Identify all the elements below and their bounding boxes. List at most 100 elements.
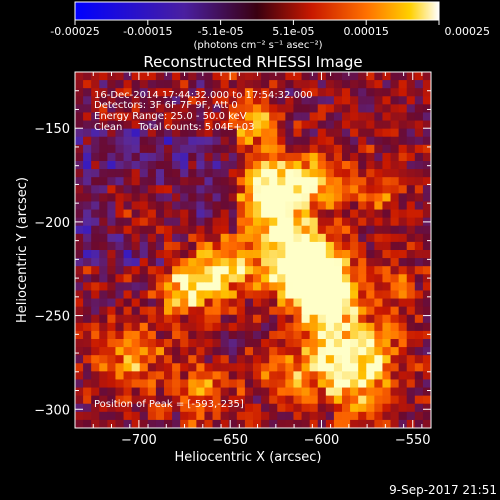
heatmap-cell (398, 241, 408, 251)
heatmap-cell (422, 403, 431, 413)
heatmap-cell (99, 339, 108, 348)
heatmap-cell (123, 306, 133, 316)
heatmap-cell (333, 225, 343, 235)
heatmap-cell (188, 298, 197, 308)
heatmap-cell (204, 355, 214, 364)
heatmap-cell (301, 258, 311, 267)
heatmap-cell (196, 152, 206, 162)
heatmap-cell (269, 363, 278, 372)
heatmap-cell (220, 314, 230, 324)
heatmap-cell (277, 395, 286, 405)
heatmap-cell (422, 152, 431, 162)
heatmap-cell (414, 306, 424, 316)
heatmap-cell (301, 104, 311, 114)
heatmap-cell (325, 306, 335, 316)
heatmap-cell (172, 250, 181, 259)
heatmap-cell (228, 298, 238, 308)
heatmap-cell (139, 177, 149, 186)
heatmap-cell (293, 355, 303, 364)
heatmap-cell (253, 403, 262, 413)
heatmap-cell (277, 371, 286, 381)
heatmap-cell (398, 314, 408, 324)
heatmap-cell (180, 177, 189, 186)
heatmap-cell (382, 225, 392, 235)
heatmap-cell (309, 225, 319, 235)
heatmap-cell (91, 419, 100, 428)
heatmap-cell (131, 347, 141, 356)
heatmap-cell (269, 161, 278, 170)
heatmap-cell (269, 282, 278, 292)
heatmap-cell (196, 298, 206, 308)
heatmap-cell (317, 225, 327, 235)
heatmap-cell (244, 161, 254, 170)
heatmap-cell (269, 241, 278, 251)
heatmap-cell (83, 112, 92, 122)
heatmap-cell (285, 411, 295, 421)
heatmap-cell (115, 161, 125, 170)
heatmap-cell (83, 144, 92, 154)
heatmap-cell (236, 371, 246, 381)
heatmap-cell (253, 80, 262, 89)
heatmap-cell (277, 128, 286, 138)
heatmap-cell (172, 120, 181, 130)
heatmap-cell (285, 363, 295, 372)
heatmap-cell (123, 225, 133, 235)
heatmap-cell (342, 233, 351, 243)
heatmap-cell (293, 96, 303, 105)
heatmap-cell (164, 209, 173, 219)
heatmap-cell (220, 339, 230, 348)
heatmap-cell (414, 225, 424, 235)
heatmap-cell (317, 322, 327, 332)
heatmap-cell (293, 306, 303, 316)
heatmap-cell (269, 217, 278, 227)
heatmap-cell (374, 419, 384, 428)
heatmap-cell (83, 233, 92, 243)
heatmap-cell (277, 322, 286, 332)
heatmap-cell (422, 193, 431, 203)
heatmap-cell (180, 403, 189, 413)
heatmap-cell (99, 185, 108, 194)
heatmap-cell (253, 419, 262, 428)
heatmap-cell (414, 387, 424, 397)
heatmap-cell (83, 395, 92, 405)
heatmap-cell (244, 88, 254, 97)
heatmap-cell (244, 201, 254, 211)
heatmap-cell (115, 290, 125, 300)
heatmap-cell (220, 209, 230, 219)
annotation-energy-range: Energy Range: 25.0 - 50.0 keV (94, 111, 247, 122)
heatmap-cell (350, 152, 359, 162)
heatmap-cell (406, 193, 416, 203)
heatmap-cell (244, 339, 254, 348)
heatmap-cell (212, 104, 222, 114)
heatmap-cell (285, 201, 295, 211)
heatmap-cell (350, 411, 359, 421)
heatmap-cell (228, 144, 238, 154)
heatmap-cell (123, 298, 133, 308)
heatmap-cell (228, 104, 238, 114)
heatmap-cell (406, 250, 416, 259)
heatmap-cell (204, 72, 214, 81)
heatmap-cell (107, 395, 117, 405)
heatmap-cell (75, 193, 84, 203)
heatmap-cell (382, 330, 392, 340)
heatmap-cell (107, 419, 117, 428)
heatmap-cell (406, 128, 416, 138)
heatmap-cell (285, 379, 295, 389)
heatmap-cell (350, 266, 359, 275)
heatmap-cell (131, 217, 141, 227)
heatmap-cell (155, 177, 165, 186)
heatmap-cell (155, 403, 165, 413)
heatmap-cell (164, 403, 173, 413)
heatmap-cell (422, 185, 431, 194)
heatmap-cell (398, 161, 408, 170)
heatmap-cell (155, 136, 165, 146)
heatmap-cell (406, 395, 416, 405)
heatmap-cell (358, 144, 367, 154)
heatmap-cell (244, 379, 254, 389)
heatmap-cell (333, 371, 343, 381)
heatmap-cell (180, 185, 189, 194)
heatmap-cell (180, 282, 189, 292)
heatmap-cell (180, 233, 189, 243)
heatmap-cell (342, 411, 351, 421)
heatmap-cell (180, 355, 189, 364)
